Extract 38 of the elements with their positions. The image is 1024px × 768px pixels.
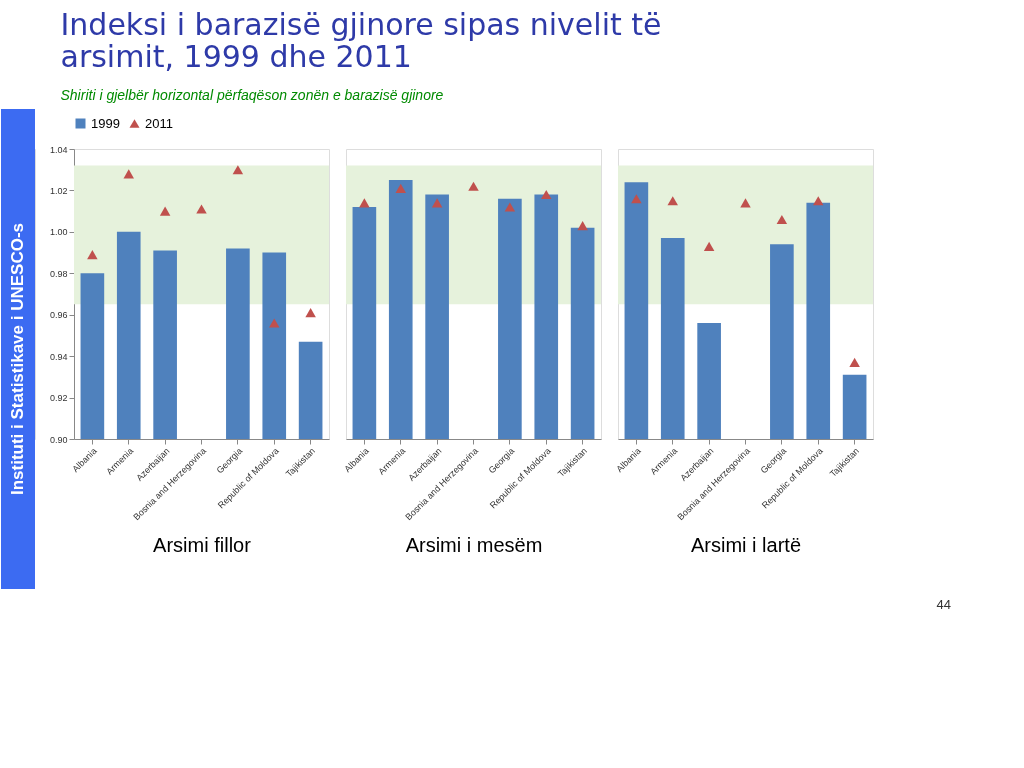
point	[504, 202, 516, 212]
point	[305, 308, 316, 318]
point	[359, 198, 370, 208]
legend-label: 1999	[91, 115, 120, 131]
chart-title: Indeksi i barazisë gjinore sipas nivelit të arsimit, 1999 dhe 2011	[60, 6, 662, 74]
y-tick-label: 1.00	[49, 227, 68, 238]
y-tick-label: 0.98	[49, 268, 68, 279]
chart-subtitle: Shiriti i gjelbër horizontal përfaqëson zonën e barazisë gjinore	[60, 86, 444, 103]
point	[740, 198, 751, 208]
y-tick-label: 0.96	[49, 310, 68, 321]
x-axis-title: Arsimi fillor	[153, 534, 252, 557]
legend-label: 2011	[145, 115, 173, 131]
point	[813, 196, 824, 206]
point	[703, 241, 715, 251]
x-axis-title: Arsimi i lartë	[690, 534, 802, 557]
point	[776, 214, 788, 224]
point	[196, 204, 207, 214]
y-tick-label: 0.92	[49, 393, 68, 404]
text: 44	[936, 597, 951, 612]
point	[123, 169, 134, 179]
y-tick-label: 0.94	[49, 351, 68, 362]
point	[232, 165, 244, 175]
point	[468, 181, 479, 191]
point	[395, 183, 406, 193]
text: Instituti i Statistikave i UNESCO-s	[8, 222, 27, 496]
point	[269, 318, 280, 328]
point	[159, 206, 171, 216]
point	[849, 357, 860, 367]
point	[631, 194, 642, 204]
y-tick-label: 1.04	[49, 144, 68, 155]
y-tick-label: 0.90	[49, 434, 68, 445]
point	[87, 250, 98, 260]
x-axis-title: Arsimi i mesëm	[405, 534, 543, 557]
point	[431, 198, 443, 208]
point	[541, 190, 552, 200]
y-tick-label: 1.02	[49, 185, 68, 196]
point	[667, 196, 678, 206]
point	[577, 221, 588, 231]
